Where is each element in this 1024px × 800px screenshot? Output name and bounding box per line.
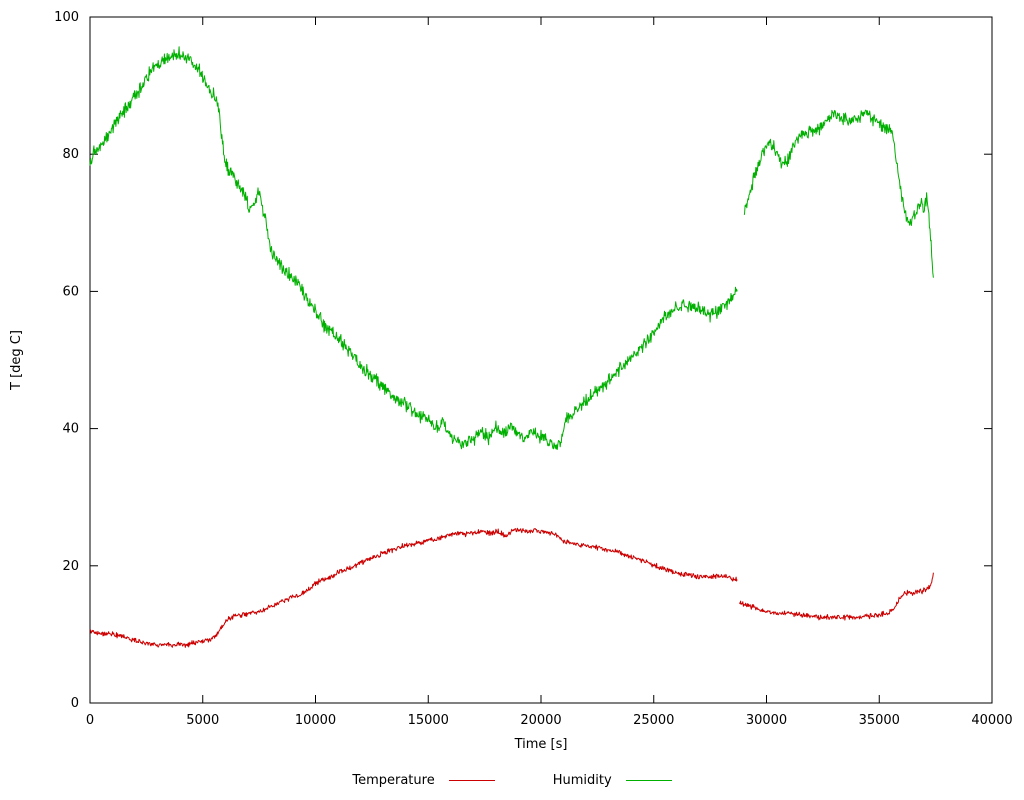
y-tick-label: 100 bbox=[54, 10, 79, 25]
x-axis-label: Time [s] bbox=[514, 737, 568, 752]
y-axis-label: T [deg C] bbox=[9, 330, 24, 391]
chart-canvas: 0 5000 10000 15000 20000 25000 30000 35000 40000… bbox=[9, 10, 1013, 752]
x-tick-label: 35000 bbox=[859, 713, 900, 728]
x-tick-label: 40000 bbox=[971, 713, 1012, 728]
legend-line-sample-temperature bbox=[448, 779, 495, 781]
plot-area: 0 5000 10000 15000 20000 25000 30000 35000 40000… bbox=[54, 10, 1013, 728]
legend-entry-humidity: Humidity bbox=[553, 773, 672, 788]
y-tick-label: 80 bbox=[62, 147, 79, 162]
x-tick-label: 15000 bbox=[408, 713, 449, 728]
y-tick-label: 60 bbox=[62, 284, 79, 299]
legend-entry-temperature: Temperature bbox=[352, 772, 495, 788]
x-tick-label: 5000 bbox=[186, 713, 219, 728]
legend-line-sample-humidity bbox=[625, 779, 672, 781]
series-line-humidity bbox=[89, 46, 738, 450]
legend-label-humidity: Humidity bbox=[552, 772, 612, 788]
series-line-temperature bbox=[738, 572, 934, 621]
x-tick-label: 25000 bbox=[633, 713, 674, 728]
y-tick-label: 20 bbox=[62, 559, 79, 574]
legend-label-temperature: Temperature bbox=[352, 772, 435, 788]
x-tick-label: 0 bbox=[86, 713, 94, 728]
series-line-temperature bbox=[89, 527, 738, 648]
y-tick-label: 40 bbox=[62, 422, 79, 437]
series-line-humidity bbox=[743, 109, 934, 278]
legend: Temperature Humidity bbox=[0, 760, 1024, 800]
x-tick-label: 30000 bbox=[746, 713, 787, 728]
x-tick-label: 20000 bbox=[520, 713, 561, 728]
x-tick-label: 10000 bbox=[295, 713, 336, 728]
y-tick-label: 0 bbox=[71, 696, 79, 711]
